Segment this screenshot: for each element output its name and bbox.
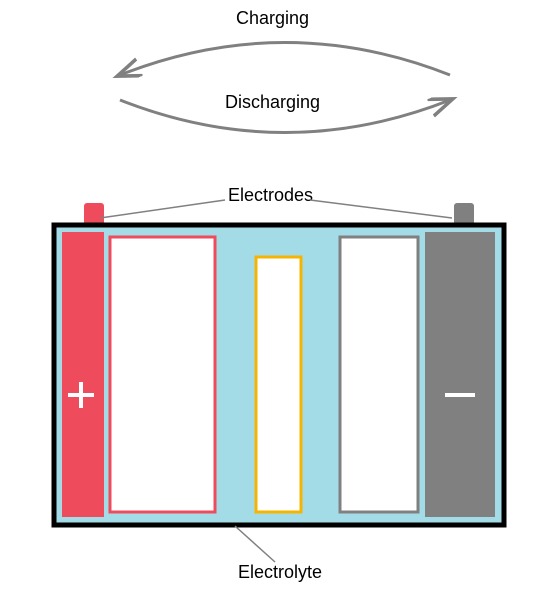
- separator-box: [256, 257, 301, 512]
- leader-line: [235, 526, 275, 562]
- negative-terminal: [454, 203, 474, 225]
- leader-line: [310, 200, 452, 218]
- negative-electrode-bar: [425, 232, 495, 517]
- anode-box: [340, 237, 418, 512]
- diagram-svg: [0, 0, 558, 615]
- positive-terminal: [84, 203, 104, 225]
- charging-arrow: [120, 43, 450, 76]
- leader-line: [100, 200, 225, 218]
- cathode-box: [110, 237, 215, 512]
- discharging-arrow: [120, 100, 450, 133]
- positive-electrode-bar: [62, 232, 104, 517]
- battery-diagram: Charging Discharging Electrodes Cathode …: [0, 0, 558, 615]
